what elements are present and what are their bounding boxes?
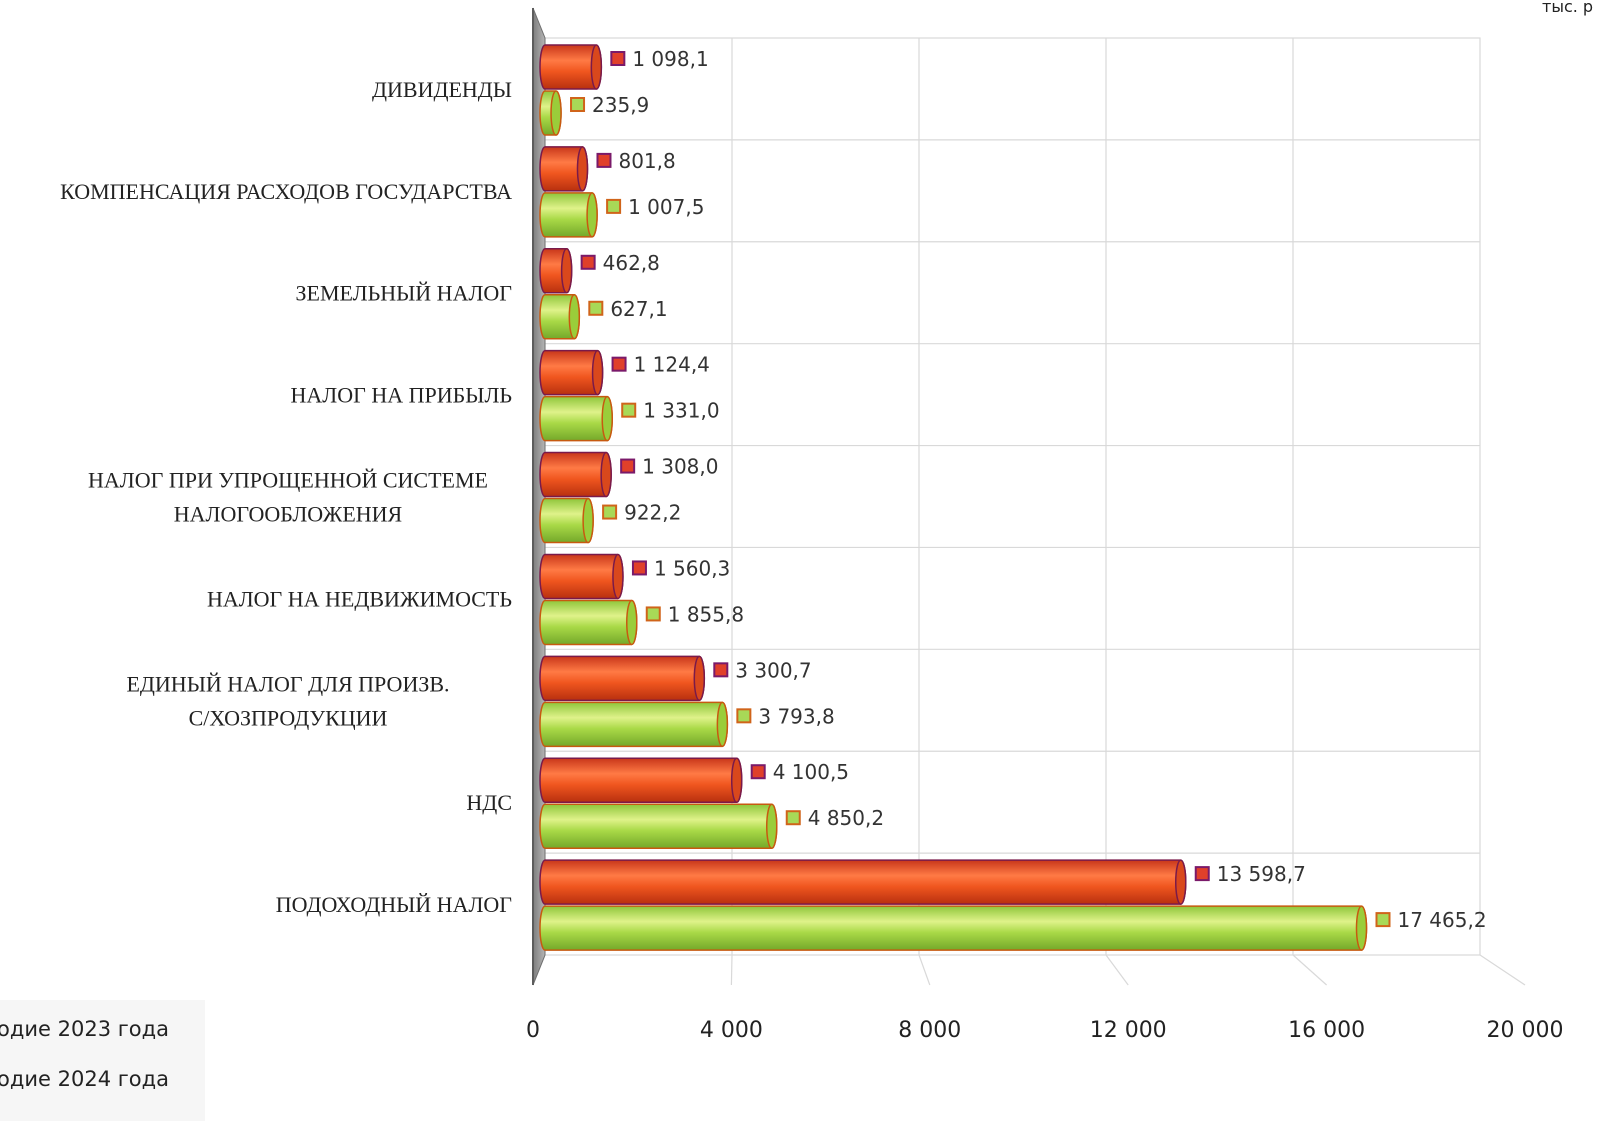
bar-2023: [539, 757, 743, 803]
gridline-floor: [1105, 954, 1129, 986]
category-label: ЕДИНЫЙ НАЛОГ ДЛЯ ПРОИЗВ.: [126, 671, 449, 696]
legend-box: [0, 1000, 205, 1121]
bars-layer: [539, 44, 1368, 951]
data-label: 3 793,8: [758, 704, 834, 728]
x-tick-label: 12 000: [1090, 1018, 1167, 1043]
bar-2024: [539, 192, 598, 238]
bar-2024: [539, 599, 638, 646]
data-label-marker: [620, 458, 636, 474]
data-label-marker: [602, 504, 618, 520]
bar-2024: [539, 497, 594, 544]
data-label: 1 308,0: [642, 455, 718, 479]
data-label-marker: [1194, 866, 1210, 882]
labels-layer: 0 4 000 8 000 12 000 16 000 20 000 ДИВИДЕНДЫ КО…: [60, 47, 1563, 1043]
gridline-floor: [730, 954, 733, 986]
bar-2023: [539, 248, 573, 294]
x-tick-label: 16 000: [1288, 1018, 1365, 1043]
data-label-marker: [610, 51, 626, 66]
category-label: КОМПЕНСАЦИЯ РАСХОДОВ ГОСУДАРСТВА: [60, 179, 512, 204]
data-label-marker: [588, 300, 604, 316]
data-label: 801,8: [618, 149, 675, 173]
bar-2023: [539, 44, 603, 90]
bar-2024: [539, 701, 729, 748]
bar-2024: [539, 294, 581, 340]
category-label: ПОДОХОДНЫЙ НАЛОГ: [276, 892, 512, 917]
bar-2024: [539, 395, 613, 442]
data-label: 1 560,3: [654, 556, 730, 580]
bar-2023: [539, 859, 1187, 905]
data-label-marker: [1375, 912, 1391, 928]
x-tick-label: 0: [526, 1018, 540, 1043]
data-label-marker: [596, 152, 612, 168]
data-label: 3 300,7: [735, 658, 811, 682]
x-tick-label: 4 000: [700, 1018, 763, 1043]
data-label-marker: [631, 560, 647, 576]
data-label: 4 850,2: [808, 806, 884, 830]
category-label: С/ХОЗПРОДУКЦИИ: [189, 705, 388, 730]
gridline-floor: [918, 954, 931, 986]
bar-2023: [539, 553, 624, 600]
x-tick-label: 8 000: [898, 1018, 961, 1043]
bar-2024: [539, 905, 1368, 951]
data-label: 627,1: [610, 297, 667, 321]
category-label: НДС: [466, 790, 512, 815]
data-label-marker: [621, 402, 637, 418]
bar-2023: [539, 146, 589, 192]
category-label: НАЛОГ НА НЕДВИЖИМОСТЬ: [207, 586, 512, 611]
data-label-marker: [645, 606, 661, 622]
data-label: 1 007,5: [628, 195, 704, 219]
category-label: НАЛОГООБЛОЖЕНИЯ: [174, 502, 403, 527]
data-label: 1 331,0: [643, 399, 719, 423]
category-label: ЗЕМЕЛЬНЫЙ НАЛОГ: [296, 281, 513, 306]
data-label: 462,8: [603, 251, 660, 275]
legend-entry: одие 2024 года: [0, 1067, 169, 1091]
legend-entry: одие 2023 года: [0, 1017, 169, 1041]
legend: одие 2023 года одие 2024 года: [0, 1000, 205, 1121]
x-tick-label: 20 000: [1487, 1018, 1564, 1043]
data-label-marker: [580, 254, 596, 270]
bar-2024: [539, 90, 562, 136]
data-label: 1 098,1: [632, 47, 708, 71]
bar-2023: [539, 349, 604, 396]
data-label-marker: [736, 708, 752, 724]
data-label-marker: [785, 810, 801, 826]
data-label: 235,9: [592, 93, 649, 117]
data-label: 1 124,4: [634, 353, 710, 377]
category-label: НАЛОГ ПРИ УПРОЩЕННОЙ СИСТЕМЕ: [88, 468, 488, 493]
data-label-marker: [611, 356, 627, 372]
bar-2023: [539, 451, 612, 498]
bar-2024: [539, 803, 778, 849]
data-label: 4 100,5: [773, 760, 849, 784]
data-label: 1 855,8: [668, 602, 744, 626]
data-label: 13 598,7: [1217, 862, 1306, 886]
category-label: НАЛОГ НА ПРИБЫЛЬ: [291, 383, 512, 408]
unit-label: тыс. р: [1542, 0, 1593, 16]
data-label-marker: [713, 662, 729, 678]
gridline-floor: [1479, 954, 1526, 986]
data-label-marker: [606, 198, 622, 214]
data-label: 922,2: [624, 501, 681, 525]
data-label-marker: [750, 764, 766, 780]
category-label: ДИВИДЕНДЫ: [372, 77, 512, 102]
bar-2023: [539, 655, 706, 702]
gridline-floor: [1292, 954, 1327, 986]
data-label: 17 465,2: [1397, 908, 1486, 932]
data-label-marker: [570, 97, 586, 112]
